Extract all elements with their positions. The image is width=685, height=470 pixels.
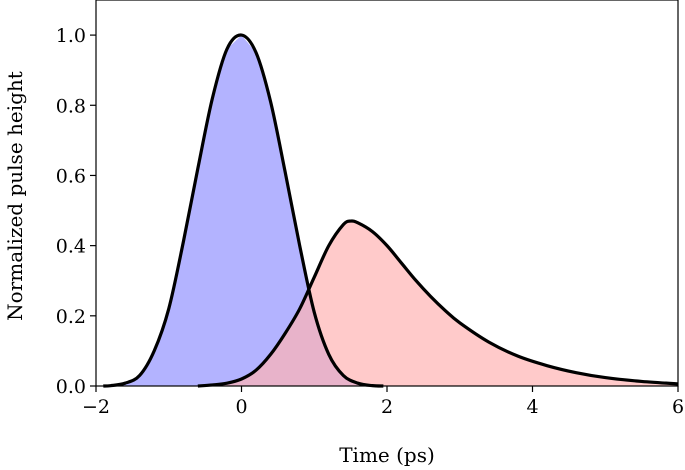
blue-pulse-area (103, 35, 384, 387)
axes-frame (95, 0, 679, 387)
y-tick-label: 0.0 (56, 376, 86, 398)
x-tick-label: −2 (82, 396, 110, 418)
x-tick-label: 2 (381, 396, 393, 418)
y-tick-label: 0.6 (56, 165, 86, 187)
red-pulse-line (197, 219, 679, 388)
y-tick-label: 0.2 (56, 306, 86, 328)
x-tick-label: 4 (526, 396, 538, 418)
y-axis-label: Normalized pulse height (3, 71, 27, 321)
plot-area (103, 33, 679, 388)
y-tick-label: 1.0 (56, 25, 86, 47)
x-axis-label: Time (ps) (339, 443, 435, 467)
y-tick-label: 0.8 (56, 95, 86, 117)
x-axis-ticks: −2 0 2 4 6 (82, 386, 684, 418)
x-tick-label: 6 (672, 396, 684, 418)
x-tick-label: 0 (235, 396, 247, 418)
y-tick-label: 0.4 (56, 236, 86, 258)
blue-pulse-line (103, 33, 384, 388)
y-axis-ticks: 0.0 0.2 0.4 0.6 0.8 1.0 (56, 25, 96, 398)
